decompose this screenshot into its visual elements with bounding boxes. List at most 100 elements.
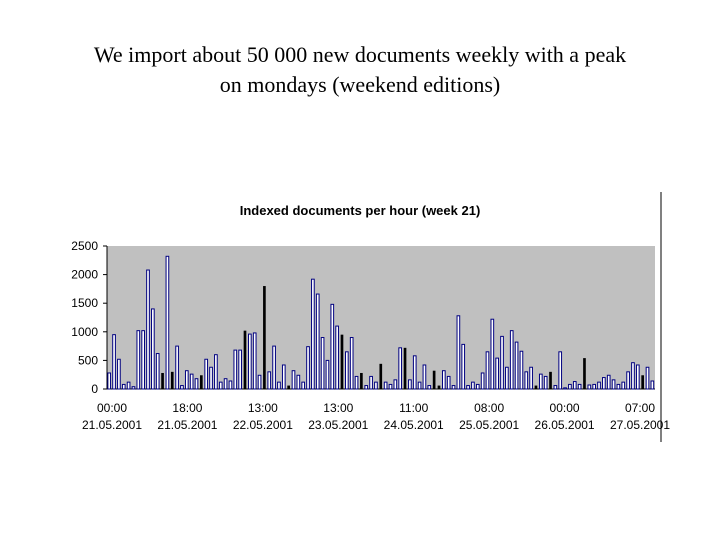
bar <box>228 380 233 390</box>
x-tick-date-label: 25.05.2001 <box>459 418 519 432</box>
bar <box>393 379 398 390</box>
bar <box>281 364 286 390</box>
bar <box>301 381 306 390</box>
bar <box>398 347 403 390</box>
bar <box>277 381 281 390</box>
bar <box>369 375 373 390</box>
bar <box>583 358 586 389</box>
bar <box>466 385 470 390</box>
slide-title: We import about 50 000 new documents wee… <box>40 40 680 100</box>
x-tick-time-label: 18:00 <box>172 401 202 415</box>
bar <box>136 330 141 390</box>
bar <box>577 383 582 390</box>
bar <box>107 372 112 390</box>
bar <box>218 381 223 390</box>
bar <box>267 371 272 390</box>
y-tick-label: 2500 <box>71 239 98 253</box>
slide-title-line-1: We import about 50 000 new documents wee… <box>93 42 627 67</box>
bar <box>568 383 572 390</box>
bar <box>417 381 422 390</box>
bar <box>412 355 417 390</box>
bar <box>616 383 621 390</box>
bar <box>141 330 145 390</box>
bar <box>437 385 441 389</box>
bar <box>200 375 203 389</box>
y-tick-label: 0 <box>91 382 98 396</box>
bar <box>427 385 432 390</box>
bars <box>107 255 655 390</box>
bar <box>641 375 644 389</box>
bar <box>621 381 626 390</box>
bar <box>388 383 393 390</box>
bar <box>519 350 524 390</box>
bar <box>558 351 563 390</box>
bar <box>233 349 238 390</box>
bar <box>204 358 209 390</box>
bar <box>635 364 640 390</box>
bar <box>500 335 504 390</box>
x-tick-date-label: 23.05.2001 <box>308 418 368 432</box>
bar <box>441 370 446 390</box>
x-tick-date-label: 27.05.2001 <box>610 418 670 432</box>
bar <box>485 351 490 390</box>
slide-title-line-2: on mondays (weekend editions) <box>219 72 501 97</box>
bar <box>379 363 383 389</box>
bar <box>597 381 601 390</box>
y-tick-label: 1500 <box>71 296 98 310</box>
y-tick-label: 500 <box>78 353 98 367</box>
x-tick-time-label: 08:00 <box>474 401 504 415</box>
bar <box>330 303 335 390</box>
bar <box>194 378 199 390</box>
x-tick-date-label: 24.05.2001 <box>384 418 444 432</box>
bar <box>257 374 262 390</box>
bar <box>374 381 378 390</box>
bar <box>446 375 451 390</box>
bar <box>475 383 480 390</box>
bar <box>543 375 548 390</box>
y-tick-label: 1000 <box>71 325 98 339</box>
bar <box>354 375 359 390</box>
bar <box>287 385 290 389</box>
bar <box>509 330 514 390</box>
bar <box>534 385 538 389</box>
bar <box>606 374 611 390</box>
bar <box>471 381 475 390</box>
bar <box>495 357 500 390</box>
bar <box>631 362 635 390</box>
bar <box>161 372 164 389</box>
x-tick-time-label: 00:00 <box>97 401 127 415</box>
bar <box>306 346 310 390</box>
bar <box>650 380 655 390</box>
bar <box>345 351 349 390</box>
bar <box>180 385 184 390</box>
bar <box>432 370 436 389</box>
bar <box>126 381 131 390</box>
bar <box>538 373 543 390</box>
bar <box>121 383 126 390</box>
y-tick-label: 2000 <box>71 268 98 282</box>
bar <box>349 337 354 390</box>
bar <box>563 387 567 390</box>
bar <box>456 315 461 390</box>
x-tick-time-label: 00:00 <box>550 401 580 415</box>
bar <box>340 334 344 389</box>
x-tick-time-label: 13:00 <box>248 401 278 415</box>
bar <box>514 341 519 390</box>
bar <box>325 359 330 390</box>
bar <box>529 366 533 390</box>
y-axis-ticks: 0 500 1000 1500 2000 2500 <box>71 239 107 396</box>
bar <box>252 332 257 390</box>
bar <box>151 308 155 390</box>
bar <box>480 372 485 390</box>
bar <box>214 354 218 390</box>
bar <box>189 373 194 390</box>
bar <box>602 377 606 390</box>
bar <box>592 383 597 390</box>
bar <box>131 386 136 390</box>
bar <box>360 372 363 389</box>
bar <box>626 371 630 390</box>
bar <box>209 366 213 390</box>
bar <box>524 371 529 390</box>
